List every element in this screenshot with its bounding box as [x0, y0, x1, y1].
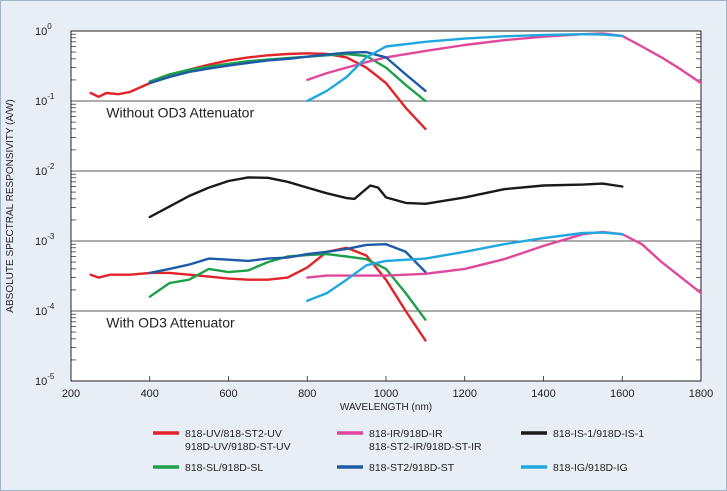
series-line-4 — [148, 176, 624, 219]
x-tick-label: 1000 — [374, 388, 398, 400]
x-tick-label: 1200 — [453, 388, 477, 400]
minor-ticks — [71, 33, 701, 361]
series-line-0 — [89, 52, 427, 131]
series-line-2 — [306, 32, 703, 85]
y-tick-label: 100 — [35, 22, 52, 38]
legend-label: 818-IS-1/918D-IS-1 — [553, 428, 644, 440]
legend-label: 818-ST2/918D-ST — [369, 462, 455, 474]
series-line-10 — [306, 231, 624, 302]
x-tick-label: 1600 — [610, 388, 634, 400]
series-layer — [89, 32, 703, 342]
x-tick-label: 200 — [62, 388, 80, 400]
annotation: Without OD3 Attenuator — [106, 105, 254, 121]
x-axis-title: WAVELENGTH (nm) — [340, 402, 432, 413]
legend-label: 918D-UV/918D-ST-UV — [185, 441, 291, 453]
x-tick-label: 800 — [298, 388, 316, 400]
series-line-3 — [148, 50, 427, 92]
x-tick-label: 400 — [141, 388, 159, 400]
y-tick-labels: 100 10-1 10-2 10-3 10-4 10-5 — [35, 22, 55, 388]
series-line-5 — [306, 33, 624, 103]
x-tick-label: 600 — [219, 388, 237, 400]
plot-area — [70, 30, 702, 382]
x-tick-label: 1800 — [689, 388, 713, 400]
x-tick-labels: 200 400 600 800 1000 1200 1400 1600 1800 — [62, 376, 713, 400]
legend-label: 818-UV/818-ST2-UV — [185, 428, 282, 440]
y-tick-label: 10-1 — [35, 92, 55, 108]
y-tick-label: 10-4 — [35, 302, 55, 318]
y-tick-label: 10-3 — [35, 232, 55, 248]
y-axis-title: ABSOLUTE SPECTRAL RESPONSIVITY (A/W) — [5, 99, 16, 312]
legend-label: 818-SL/918D-SL — [185, 462, 263, 474]
y-tick-label: 10-2 — [35, 162, 55, 178]
annotation: With OD3 Attenuator — [106, 315, 235, 331]
legend-label: 818-IG/918D-IG — [553, 462, 628, 474]
series-line-6 — [89, 246, 427, 342]
series-line-8 — [148, 243, 427, 275]
series-line-9 — [306, 230, 703, 295]
x-tick-label: 1400 — [531, 388, 555, 400]
annotations: Without OD3 Attenuator With OD3 Attenuato… — [106, 105, 254, 331]
legend-label: 818-ST2-IR/918D-ST-IR — [369, 441, 482, 453]
y-tick-label: 10-5 — [35, 372, 55, 388]
legend-label: 818-IR/918D-IR — [369, 428, 443, 440]
